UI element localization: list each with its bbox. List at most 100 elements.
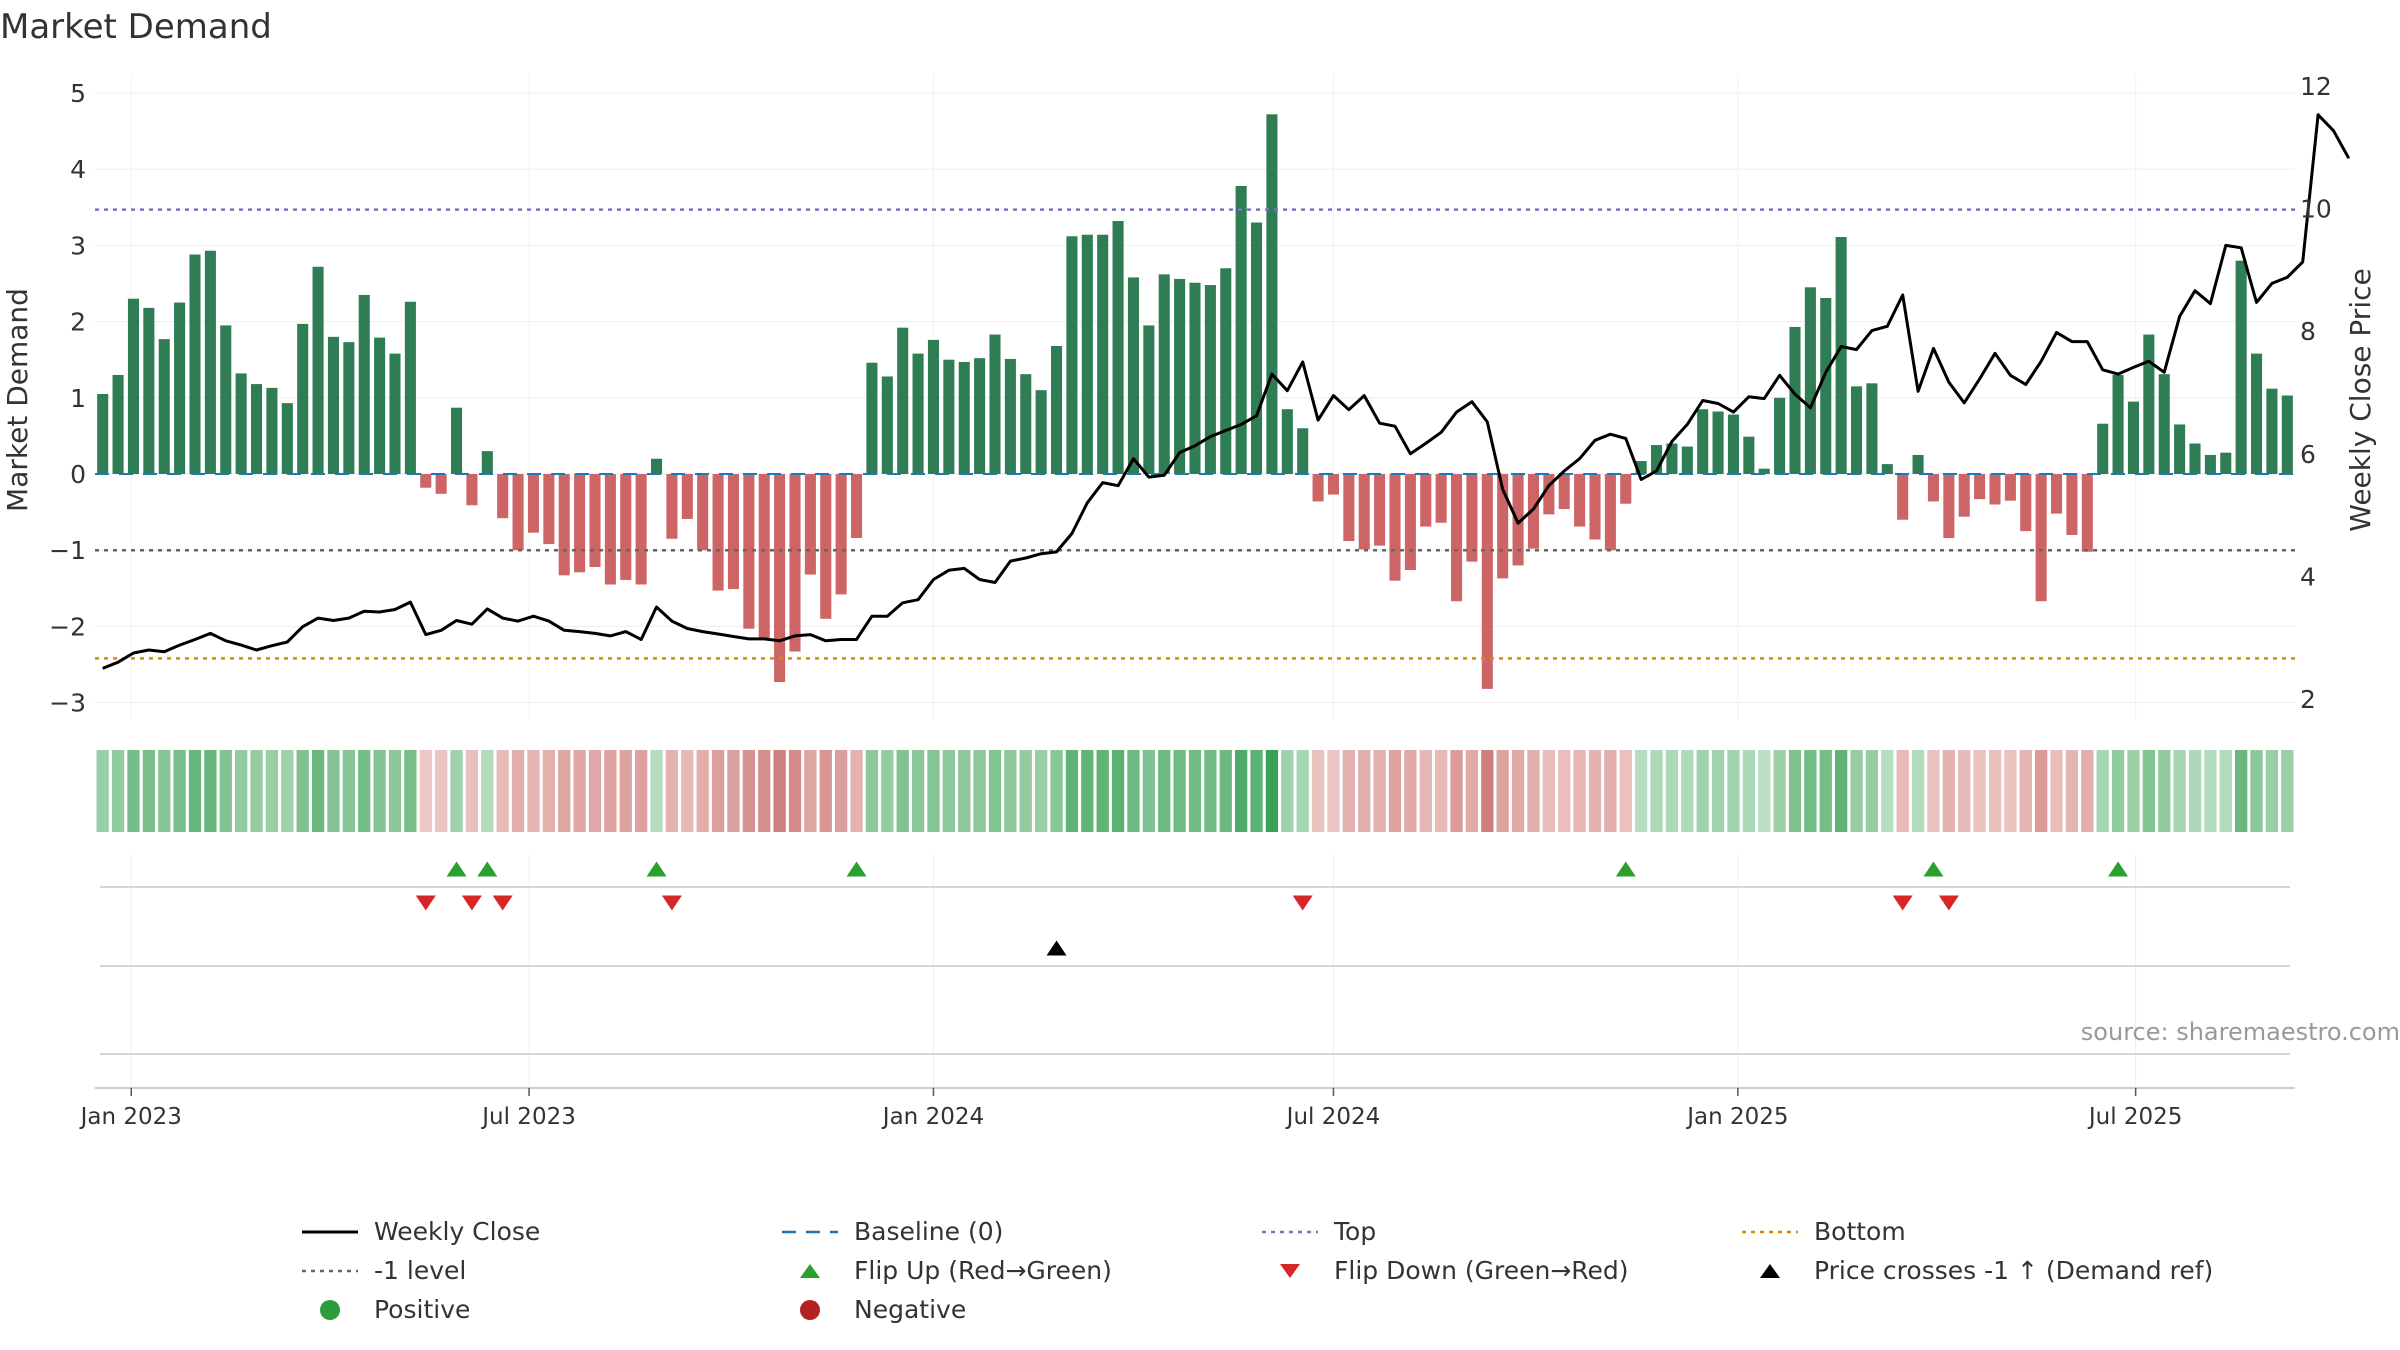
demand-bar (1620, 474, 1632, 504)
demand-bar (835, 474, 847, 595)
regime-cell (958, 750, 971, 832)
demand-bar (897, 327, 909, 474)
demand-bar (1697, 409, 1709, 474)
legend-swatch-graphic (1280, 1263, 1300, 1278)
demand-bar (343, 342, 355, 474)
demand-bar (158, 339, 170, 474)
regime-cell (650, 750, 663, 832)
regime-cell (1219, 750, 1232, 832)
y-tick-label: −1 (49, 536, 86, 565)
y2-tick-label: 8 (2300, 317, 2316, 346)
regime-cell (1019, 750, 1032, 832)
regime-cell (1358, 750, 1371, 832)
legend-triangle-down (1280, 1263, 1300, 1278)
demand-bar (2204, 454, 2216, 474)
regime-cell (158, 750, 171, 832)
demand-bar (697, 474, 709, 551)
regime-cell (496, 750, 509, 832)
legend-item-price-cross: Price crosses -1 ↑ (Demand ref) (1740, 1256, 2220, 1285)
demand-bar (1020, 374, 1032, 474)
demand-bar (1189, 282, 1201, 474)
demand-bar (281, 403, 293, 474)
regime-cell (1527, 750, 1540, 832)
demand-bar (312, 266, 324, 474)
flip-up-marker (477, 861, 498, 877)
regime-cell (1804, 750, 1817, 832)
regime-cell (927, 750, 940, 832)
regime-cell (973, 750, 986, 832)
legend-swatch (1740, 1220, 1800, 1244)
regime-cell (896, 750, 909, 832)
legend-item-bottom: Bottom (1740, 1217, 2220, 1246)
demand-bar (620, 474, 632, 580)
demand-bar (1927, 474, 1939, 502)
demand-bar (2251, 353, 2263, 474)
legend-swatch-graphic (800, 1263, 820, 1278)
flip-up-marker (446, 861, 467, 877)
regime-cell (727, 750, 740, 832)
regime-cell (235, 750, 248, 832)
flip-down-marker (1292, 895, 1313, 911)
regime-cell (1988, 750, 2002, 832)
legend-dot (320, 1299, 340, 1320)
regime-cell (1404, 750, 1417, 832)
regime-cell (311, 750, 325, 832)
regime-cell (2219, 750, 2232, 832)
regime-cell (1158, 750, 1171, 832)
regime-cell (1173, 750, 1186, 832)
regime-cell (1542, 750, 1555, 832)
regime-cell (1465, 750, 1479, 832)
regime-cell (1958, 750, 1971, 832)
flip-down-marker (415, 895, 436, 911)
demand-bar (589, 474, 601, 567)
regime-cell (1573, 750, 1586, 832)
regime-cell (481, 750, 494, 832)
y2-tick-label: 2 (2300, 685, 2316, 714)
regime-cell (111, 750, 125, 832)
legend-swatch-graphic (302, 1230, 358, 1233)
regime-cell (2050, 750, 2063, 832)
demand-bar (743, 474, 755, 629)
regime-cell (388, 750, 402, 832)
regime-cell (1065, 750, 1079, 832)
regime-cell (296, 750, 309, 832)
regime-cell (219, 750, 232, 832)
demand-bar (1035, 390, 1047, 474)
legend-swatch (1260, 1259, 1320, 1283)
regime-cell (1850, 750, 1863, 832)
regime-cell (1558, 750, 1571, 832)
legend-swatch-graphic (800, 1299, 820, 1320)
demand-bar (2112, 374, 2124, 474)
demand-bar (727, 474, 739, 590)
y-tick-label: 4 (70, 155, 86, 184)
legend-swatch-graphic (782, 1230, 838, 1233)
demand-bar (927, 339, 939, 474)
demand-bar (2066, 474, 2078, 535)
regime-cell (2065, 750, 2079, 832)
demand-bar (389, 353, 401, 474)
legend-label: -1 level (374, 1256, 467, 1285)
demand-bar (266, 387, 278, 474)
demand-bar (989, 334, 1001, 474)
legend-row: Positive Negative (300, 1290, 2260, 1329)
regime-cell (835, 750, 848, 832)
regime-cell (1788, 750, 1802, 832)
legend-label: Flip Up (Red→Green) (854, 1256, 1112, 1285)
regime-cell (1681, 750, 1694, 832)
demand-bar (512, 474, 524, 551)
demand-bar (820, 474, 832, 619)
y-axis-label: Market Demand (1, 288, 34, 512)
regime-cell (911, 750, 925, 832)
demand-bar (558, 474, 570, 576)
regime-cell (1696, 750, 1709, 832)
regime-cell (1281, 750, 1294, 832)
y-tick-label: −3 (49, 689, 86, 718)
regime-cell (1511, 750, 1525, 832)
regime-cell (1235, 750, 1248, 832)
price-cross-marker (1046, 940, 1067, 956)
demand-bar (804, 474, 816, 575)
regime-cell (373, 750, 386, 832)
demand-bar (112, 374, 124, 474)
y-tick-label: 1 (70, 384, 86, 413)
